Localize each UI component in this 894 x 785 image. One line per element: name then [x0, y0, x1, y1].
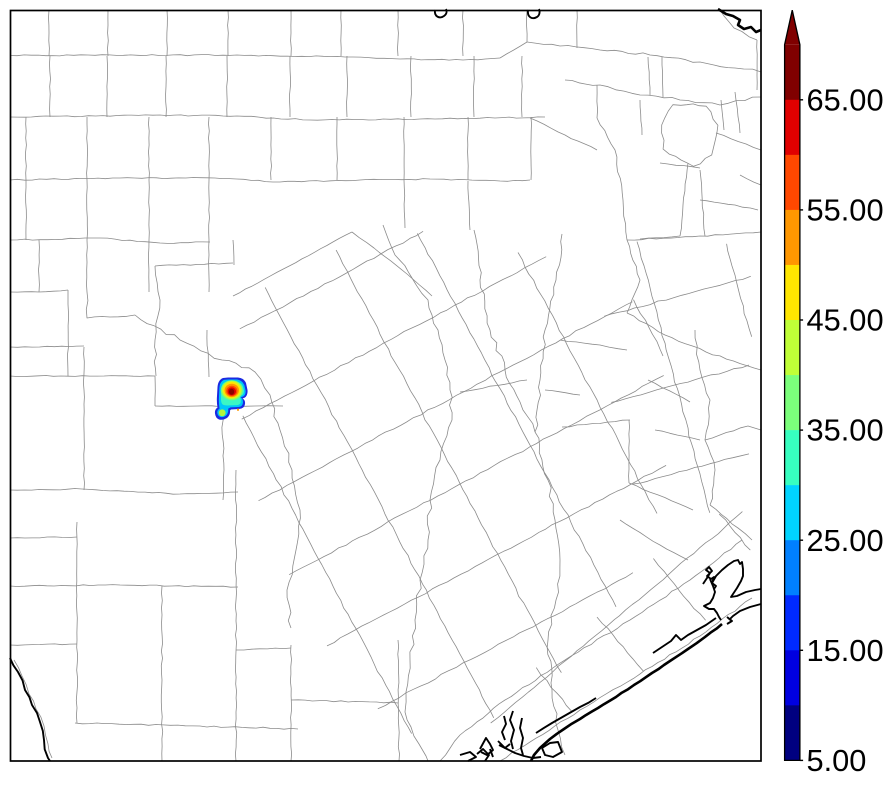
svg-text:35.00: 35.00 [807, 413, 884, 448]
svg-text:55.00: 55.00 [807, 193, 884, 228]
svg-text:45.00: 45.00 [807, 303, 884, 338]
svg-text:25.00: 25.00 [807, 523, 884, 558]
svg-text:5.00: 5.00 [807, 743, 867, 778]
svg-text:15.00: 15.00 [807, 633, 884, 668]
svg-text:65.00: 65.00 [807, 82, 884, 117]
